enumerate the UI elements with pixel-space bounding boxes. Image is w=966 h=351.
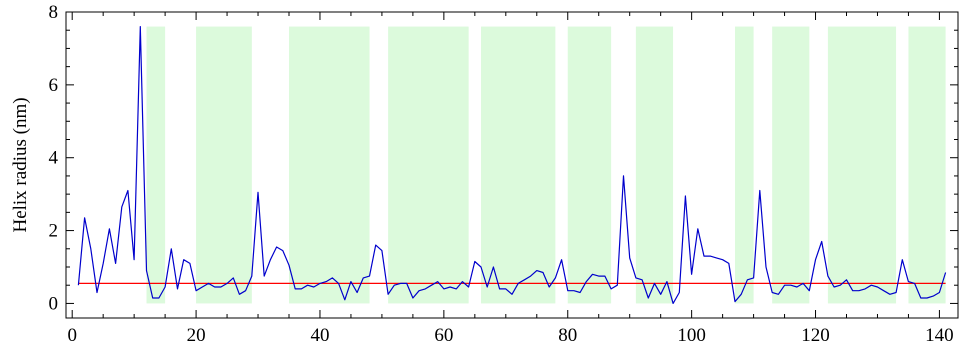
x-tick-label: 0 [67, 325, 77, 346]
tick-labels: 0 20 40 60 80 100 120 140 0 2 4 6 8 [49, 2, 954, 346]
shaded-regions [146, 26, 946, 304]
y-tick-label: 8 [49, 2, 59, 23]
y-axis-label: Helix radius (nm) [10, 97, 31, 232]
y-tick-label: 6 [49, 75, 59, 96]
axis-ticks [66, 11, 958, 318]
x-tick-label: 140 [925, 325, 954, 346]
shaded-band-2 [196, 26, 252, 304]
shaded-band-4 [388, 26, 469, 304]
shaded-band-5 [481, 26, 556, 304]
x-tick-label: 20 [187, 325, 206, 346]
plot-frame [65, 11, 959, 319]
shaded-band-1 [146, 26, 166, 304]
x-tick-label: 120 [801, 325, 830, 346]
shaded-band-6 [567, 26, 612, 304]
x-tick-label: 80 [558, 325, 577, 346]
x-tick-label: 100 [677, 325, 706, 346]
data-series [77, 26, 947, 304]
x-tick-label: 40 [310, 325, 329, 346]
series-line [77, 26, 947, 304]
shaded-band-11 [908, 26, 946, 304]
shaded-band-10 [827, 26, 897, 304]
shaded-band-8 [735, 26, 754, 304]
x-tick-label: 60 [434, 325, 453, 346]
shaded-band-7 [635, 26, 674, 304]
y-tick-label: 4 [49, 148, 59, 169]
shaded-band-3 [289, 26, 370, 304]
y-tick-label: 2 [49, 221, 59, 242]
shaded-band-9 [772, 26, 810, 304]
y-tick-label: 0 [49, 293, 59, 314]
